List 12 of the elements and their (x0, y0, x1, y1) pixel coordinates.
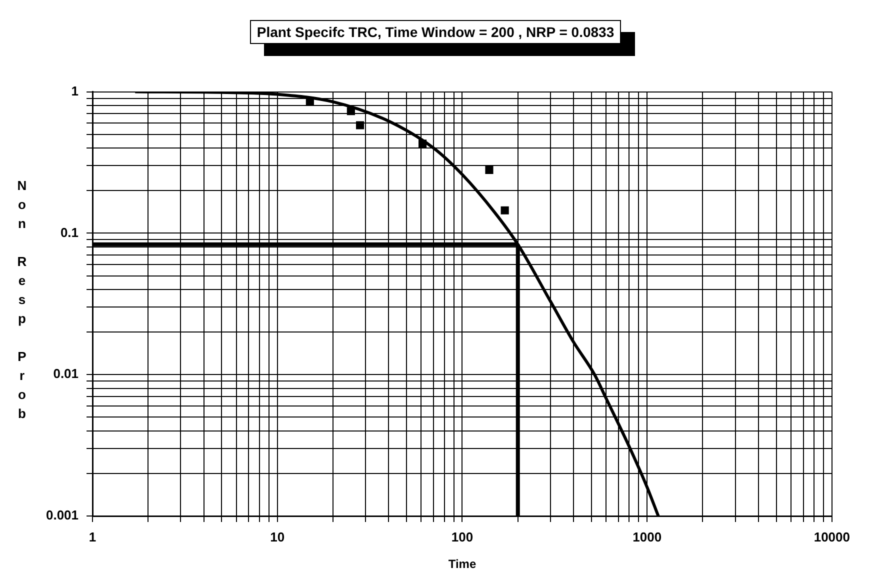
chart-title: Plant Specifc TRC, Time Window = 200 , NRP = 0.0833 (250, 20, 622, 44)
x-tick-label: 1 (88, 529, 96, 544)
y-tick-label: 1 (71, 83, 79, 98)
y-tick-label: 0.01 (53, 366, 79, 382)
x-axis-title: Time (448, 557, 476, 572)
x-tick-label: 10 (270, 529, 285, 544)
y-tick-label: 0.1 (60, 224, 79, 240)
x-tick-label: 1000 (632, 529, 662, 544)
text: Non Resp Prob (17, 178, 27, 421)
x-tick-label: 100 (451, 529, 474, 544)
x-tick-label: 10000 (814, 529, 850, 544)
y-tick-label: 0.001 (46, 508, 79, 523)
